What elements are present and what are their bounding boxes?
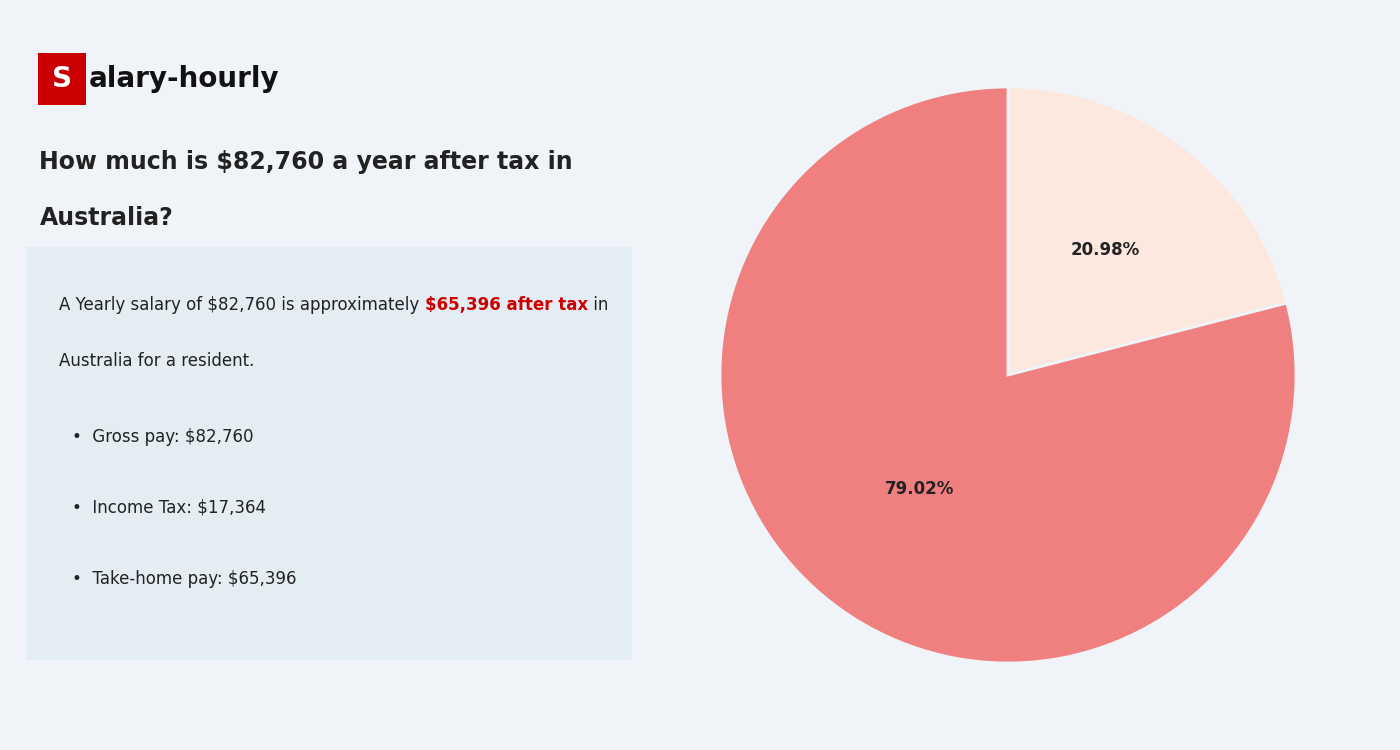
Text: 79.02%: 79.02% (885, 480, 955, 498)
Wedge shape (720, 87, 1296, 663)
Wedge shape (1008, 87, 1287, 375)
Text: •  Take-home pay: $65,396: • Take-home pay: $65,396 (73, 570, 297, 588)
Text: in: in (588, 296, 608, 314)
Text: •  Income Tax: $17,364: • Income Tax: $17,364 (73, 499, 266, 517)
Text: 20.98%: 20.98% (1071, 241, 1140, 259)
Text: alary-hourly: alary-hourly (88, 64, 280, 93)
Text: Australia for a resident.: Australia for a resident. (59, 352, 255, 370)
Text: $65,396 after tax: $65,396 after tax (424, 296, 588, 314)
FancyBboxPatch shape (27, 248, 631, 660)
FancyBboxPatch shape (38, 53, 85, 105)
Text: A Yearly salary of $82,760 is approximately: A Yearly salary of $82,760 is approximat… (59, 296, 424, 314)
Text: How much is $82,760 a year after tax in: How much is $82,760 a year after tax in (39, 150, 573, 174)
Text: Australia?: Australia? (39, 206, 174, 230)
Text: S: S (52, 64, 71, 93)
Text: •  Gross pay: $82,760: • Gross pay: $82,760 (73, 427, 253, 445)
